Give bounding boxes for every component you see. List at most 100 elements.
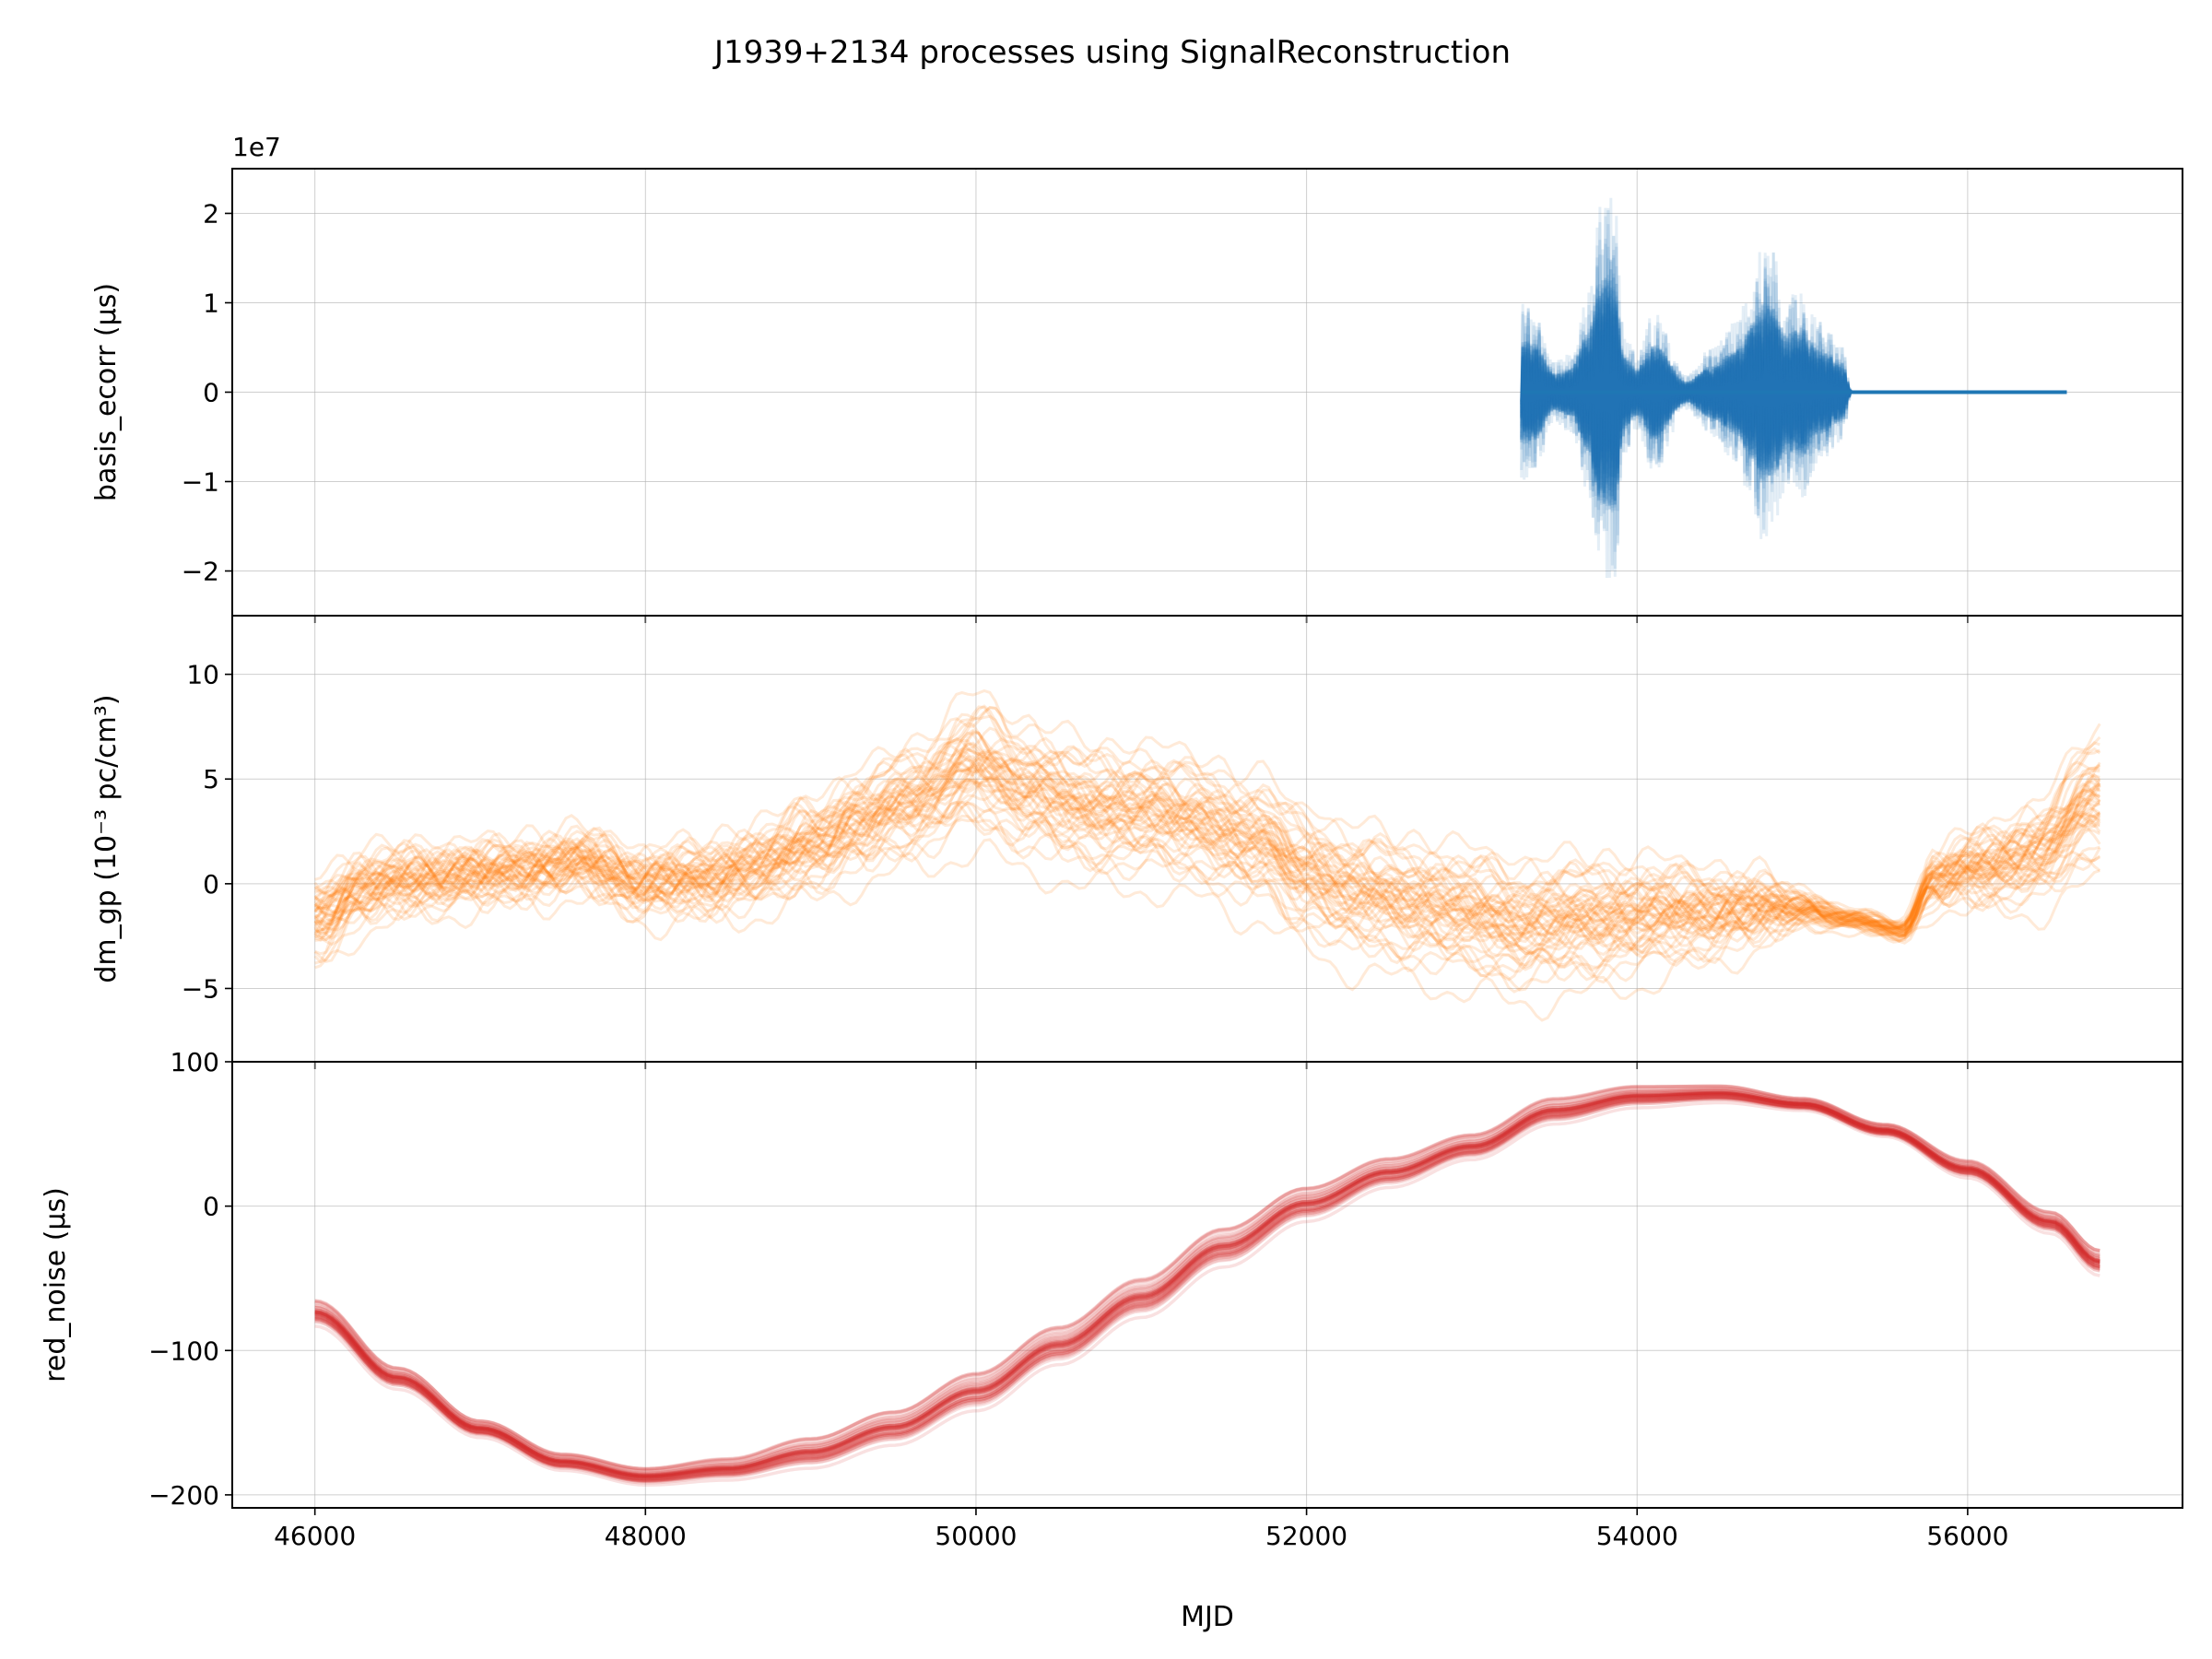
- red-noise-realization-line: [314, 1092, 2100, 1477]
- dm-gp-realization-line: [313, 749, 2101, 936]
- red-noise-realization-line: [314, 1098, 2100, 1485]
- dm-gp-realization-line: [314, 706, 2101, 924]
- dm-gp-realization-line: [313, 744, 2101, 931]
- red-noise-realization-line: [314, 1100, 2100, 1487]
- dm-gp-realization-line: [313, 728, 2100, 932]
- red-noise-realization-line: [314, 1087, 2100, 1473]
- dm-gp-realization-line: [313, 749, 2101, 939]
- y-tick-label: 2: [203, 199, 219, 229]
- basis-ecorr-realization-line: [1520, 275, 2067, 512]
- red-noise-realization-line: [314, 1095, 2100, 1481]
- dm-gp-realization-line: [313, 755, 2101, 940]
- red-noise-realization-line: [314, 1086, 2100, 1472]
- red-noise-realization-line: [314, 1092, 2100, 1479]
- y-offset-text: 1e7: [232, 132, 281, 162]
- red-noise-realization-line: [314, 1084, 2100, 1472]
- dm-gp-realization-line: [313, 757, 2100, 937]
- dm-gp-realization-line: [313, 807, 2101, 994]
- dm-gp-realization-line: [313, 782, 2101, 969]
- red-noise-realization-line: [314, 1090, 2100, 1477]
- dm-gp-realization-line: [313, 705, 2101, 924]
- red-noise-y-axis-label: red_noise (μs): [40, 1187, 72, 1382]
- y-tick-label: −5: [182, 973, 219, 1004]
- dm-gp-realization-line: [314, 754, 2100, 945]
- red-noise-realization-line: [314, 1091, 2100, 1479]
- basis-ecorr-realization-line: [1520, 216, 2067, 534]
- red-noise-realization-line: [314, 1092, 2100, 1479]
- red-noise-realization-line: [314, 1096, 2100, 1483]
- basis-ecorr-y-axis-label: basis_ecorr (μs): [90, 283, 123, 501]
- x-tick-label: 52000: [1265, 1521, 1347, 1551]
- red-noise-realization-line: [314, 1092, 2100, 1479]
- dm-gp-realization-line: [313, 766, 2100, 947]
- dm-gp-realization-line: [314, 731, 2101, 934]
- x-tick-label: 46000: [274, 1521, 356, 1551]
- dm-gp-realization-line: [313, 750, 2101, 936]
- dm-gp-realization-line: [313, 741, 2101, 936]
- red-noise-realization-line: [314, 1089, 2100, 1477]
- red-noise-realization-line: [314, 1090, 2100, 1477]
- dm_gp-series-group: [313, 688, 2101, 1022]
- red_noise-series-group: [314, 1084, 2100, 1487]
- red-noise-realization-line: [314, 1090, 2100, 1477]
- red-noise-realization-line: [314, 1097, 2100, 1483]
- red-noise-realization-line: [314, 1098, 2100, 1484]
- red-noise-realization-line: [314, 1096, 2100, 1484]
- dm-gp-realization-line: [314, 777, 2101, 971]
- dm-gp-realization-line: [314, 794, 2100, 969]
- basis_ecorr-series-group: [1520, 197, 2067, 579]
- basis-ecorr-realization-line: [1520, 207, 2067, 532]
- red-noise-realization-line: [314, 1093, 2100, 1480]
- dm-gp-realization-line: [313, 712, 2101, 932]
- red-noise-realization-line: [314, 1089, 2100, 1477]
- red-noise-realization-line: [314, 1084, 2100, 1471]
- figure-title: J1939+2134 processes using SignalReconst…: [712, 34, 1511, 71]
- y-tick-label: −100: [148, 1335, 219, 1366]
- red-noise-realization-line: [314, 1095, 2100, 1482]
- y-tick-label: −200: [148, 1480, 219, 1511]
- red-noise-realization-line: [314, 1094, 2100, 1482]
- y-tick-label: 1: [203, 288, 219, 319]
- basis-ecorr-realization-line: [1520, 197, 2067, 507]
- dm-gp-realization-line: [313, 753, 2101, 942]
- red-noise-realization-line: [314, 1091, 2100, 1477]
- dm-gp-realization-line: [314, 801, 2101, 982]
- dm-gp-realization-line: [313, 704, 2100, 924]
- red-noise-realization-line: [314, 1095, 2100, 1482]
- dm-gp-realization-line: [313, 775, 2101, 950]
- dm-gp-realization-line: [313, 776, 2100, 962]
- red-noise-realization-line: [314, 1092, 2100, 1478]
- dm-gp-realization-line: [314, 800, 2101, 978]
- y-tick-label: 0: [203, 1192, 219, 1222]
- panels: −2 −1 0 1 2 1e7 basis_ecorr (μs) −5 0 5 10 dm_gp (1…: [40, 132, 2183, 1551]
- dm-gp-realization-line: [313, 764, 2101, 945]
- basis-ecorr-realization-line: [1520, 222, 2067, 501]
- basis-ecorr-realization-line: [1520, 240, 2067, 571]
- red-noise-realization-line: [314, 1087, 2100, 1474]
- dm-gp-realization-line: [313, 760, 2101, 947]
- red-noise-realization-line: [314, 1084, 2100, 1471]
- dm-gp-realization-line: [314, 775, 2100, 965]
- dm-gp-realization-line: [313, 748, 2101, 944]
- red-noise-realization-line: [314, 1096, 2100, 1482]
- basis-ecorr-realization-line: [1520, 206, 2067, 518]
- dm-gp-realization-line: [313, 688, 2101, 928]
- red-noise-realization-line: [314, 1094, 2100, 1482]
- dm-gp-realization-line: [314, 757, 2100, 932]
- dm-gp-realization-line: [313, 721, 2100, 928]
- red_noise-axes-frame: [231, 1061, 2183, 1509]
- dm-gp-realization-line: [314, 730, 2101, 931]
- dm-gp-realization-line: [313, 757, 2101, 930]
- basis-ecorr-realization-line: [1520, 279, 2067, 579]
- y-tick-label: 10: [186, 660, 219, 690]
- dm-gp-realization-line: [313, 754, 2101, 948]
- dm-gp-realization-line: [313, 801, 2101, 992]
- dm-gp-realization-line: [313, 757, 2101, 935]
- dm-gp-realization-line: [313, 705, 2100, 927]
- red-noise-realization-line: [314, 1091, 2100, 1478]
- red-noise-realization-line: [314, 1090, 2100, 1478]
- dm-gp-realization-line: [313, 777, 2100, 960]
- red-noise-realization-line: [314, 1095, 2100, 1483]
- basis-ecorr-realization-line: [1520, 246, 2067, 506]
